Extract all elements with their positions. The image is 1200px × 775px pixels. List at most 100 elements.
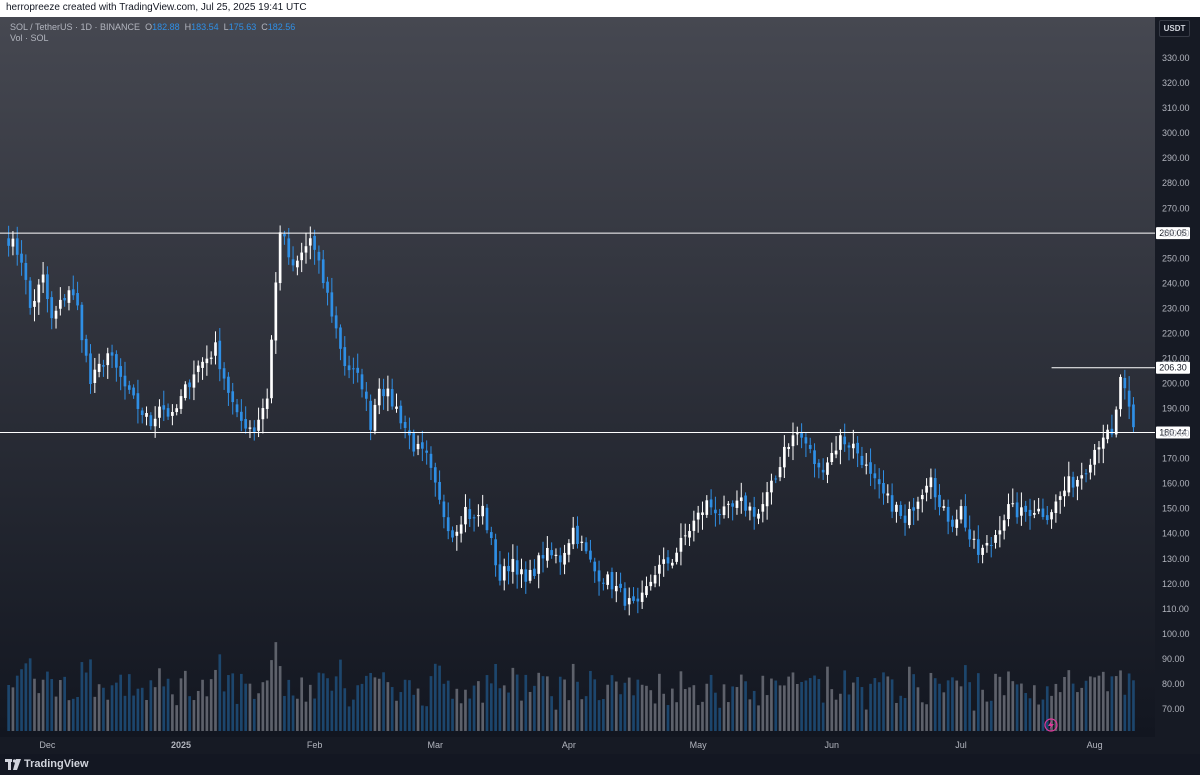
horizontal-levels[interactable]: 260.05 206.30 180.44 <box>0 227 1190 439</box>
volume-bar <box>1123 694 1127 731</box>
volume-bar <box>80 662 84 731</box>
volume-bar <box>774 680 778 731</box>
volume-bar <box>511 667 515 731</box>
candle-body <box>399 405 403 424</box>
volume-bar <box>683 689 687 731</box>
volume-bar <box>321 673 325 731</box>
candle-body <box>106 353 110 366</box>
candle-body <box>705 500 709 515</box>
candle-body <box>839 435 842 450</box>
volume-bar <box>498 688 502 731</box>
volume-bar <box>873 678 877 731</box>
volume-bar <box>291 695 295 731</box>
volume-bar <box>649 690 653 731</box>
candle-body <box>1132 404 1135 428</box>
volume-legend[interactable]: Vol · SOL <box>10 33 49 43</box>
price-axis[interactable]: 70.00 80.00 90.00 100.00 110.00 120.00 130.00 1… <box>1162 28 1190 714</box>
candle-body <box>442 501 446 518</box>
volume-bar <box>455 688 459 731</box>
volume-bar <box>748 699 752 731</box>
volume-bar <box>670 688 674 731</box>
volume-bar <box>433 663 437 731</box>
volume-bar <box>1132 680 1135 731</box>
candle-body <box>317 251 321 261</box>
level-label: 180.44 <box>1159 427 1187 437</box>
volume-bar <box>623 682 627 731</box>
price-tick-label: 300.00 <box>1162 128 1190 138</box>
candle-body <box>369 400 372 430</box>
volume-bar <box>537 672 541 731</box>
volume-bar <box>533 685 536 731</box>
candle-body <box>252 427 256 432</box>
volume-bar <box>274 642 278 731</box>
volume-bar <box>507 692 510 731</box>
lightning-icon[interactable] <box>1044 718 1058 732</box>
volume-bar <box>205 696 209 731</box>
volume-bar <box>386 682 390 731</box>
volume-bar <box>1067 670 1071 731</box>
candle-body <box>675 552 678 562</box>
time-tick-label: Feb <box>307 740 323 750</box>
volume-bar <box>1037 704 1040 731</box>
volume-bar <box>50 679 54 731</box>
volume-bar <box>63 676 66 731</box>
time-scale-background <box>0 737 1200 754</box>
volume-bar <box>136 688 140 731</box>
chart-legend: SOL / TetherUS · 1D · BINANCE O182.88 H1… <box>10 22 295 44</box>
volume-bar <box>847 694 851 731</box>
price-tick-label: 310.00 <box>1162 103 1190 113</box>
volume-bar <box>37 693 41 731</box>
volume-bar <box>938 683 941 731</box>
candle-body <box>76 293 79 306</box>
volume-bar <box>964 665 967 731</box>
symbol-title[interactable]: SOL / TetherUS · 1D · BINANCE <box>10 22 141 32</box>
candle-body <box>994 534 997 543</box>
volume-bar <box>106 699 110 731</box>
volume-bar <box>925 704 928 731</box>
volume-bar <box>265 680 269 731</box>
volume-bar <box>1071 683 1075 731</box>
candle-body <box>718 514 722 516</box>
volume-bar <box>787 676 791 731</box>
candle-body <box>576 525 579 544</box>
volume-bar <box>899 695 903 731</box>
volume-bar <box>7 684 10 731</box>
candle-body <box>171 412 174 416</box>
volume-bar <box>76 697 79 731</box>
volume-bar <box>653 703 657 731</box>
price-tick-label: 280.00 <box>1162 178 1190 188</box>
price-tick-label: 80.00 <box>1162 679 1185 689</box>
volume-bar <box>959 686 963 731</box>
candle-body <box>205 358 209 364</box>
price-tick-label: 200.00 <box>1162 379 1190 389</box>
volume-bar <box>308 684 312 731</box>
candle-body <box>1127 390 1131 407</box>
attribution-bar: herropreeze created with TradingView.com… <box>0 0 1200 17</box>
volume-bar <box>459 703 463 731</box>
candle-body <box>485 507 489 531</box>
candle-body <box>619 583 622 588</box>
volume-bar <box>364 675 368 731</box>
candle-body <box>791 435 795 447</box>
candle-body <box>808 444 812 449</box>
price-tick-label: 100.00 <box>1162 629 1190 639</box>
time-axis[interactable]: Dec 2025 Feb Mar Apr May Jun Jul Aug <box>39 740 1102 750</box>
candle-body <box>696 512 700 520</box>
candle-body <box>494 539 497 566</box>
candle-body <box>821 469 825 473</box>
candle-body <box>920 494 924 500</box>
volume-bar <box>127 674 131 731</box>
price-tick-label: 120.00 <box>1162 579 1190 589</box>
quote-currency-button[interactable]: USDT <box>1159 20 1190 37</box>
volume-bar <box>377 678 381 731</box>
candle-body <box>71 289 75 296</box>
price-chart[interactable]: 260.05 206.30 180.44 70.00 80.00 90.00 100.00… <box>0 17 1200 754</box>
candle-body <box>11 238 15 247</box>
volume-bar <box>610 675 614 731</box>
candle-body <box>1071 476 1075 488</box>
volume-bar <box>951 677 954 731</box>
price-tick-label: 170.00 <box>1162 454 1190 464</box>
candle-body <box>748 506 752 511</box>
volume-bar <box>464 689 467 731</box>
price-tick-label: 150.00 <box>1162 504 1190 514</box>
